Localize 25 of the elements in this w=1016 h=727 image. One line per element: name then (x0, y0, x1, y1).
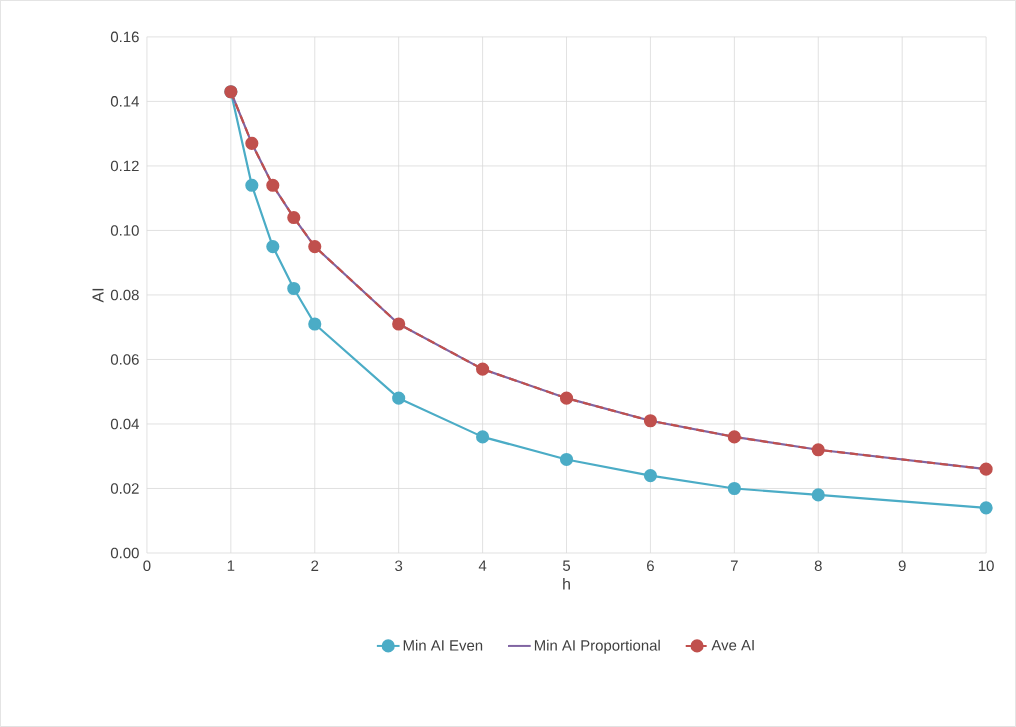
x-tick-label: 6 (647, 560, 654, 572)
y-tick-label: 0.10 (110, 225, 139, 236)
y-axis-title: AI (92, 288, 104, 303)
x-tick-label: 1 (227, 560, 235, 571)
legend-label: Min AI Proportional (534, 639, 660, 654)
y-tick-label: 0.00 (110, 547, 139, 559)
y-tick-label: 0.16 (110, 31, 139, 43)
x-tick-label: 8 (814, 560, 822, 572)
y-tick-label: 0.08 (110, 289, 139, 301)
x-tick-label: 9 (898, 560, 906, 572)
x-tick-label: 3 (395, 560, 403, 572)
x-tick-label: 0 (143, 560, 151, 572)
x-tick-label: 7 (730, 560, 738, 571)
y-tick-label: 0.02 (110, 483, 139, 494)
y-tick-label: 0.06 (110, 354, 139, 365)
legend-label: Ave AI (711, 640, 754, 651)
x-axis-title: h (563, 577, 570, 590)
x-tick-label: 2 (311, 560, 319, 571)
legend-label: Min AI Even (403, 639, 483, 651)
x-tick-label: 10 (978, 560, 994, 572)
y-tick-label: 0.04 (110, 418, 139, 430)
x-tick-label: 5 (562, 560, 571, 571)
y-tick-label: 0.14 (110, 96, 139, 107)
y-tick-label: 0.12 (110, 160, 139, 172)
x-tick-label: 4 (478, 560, 487, 571)
